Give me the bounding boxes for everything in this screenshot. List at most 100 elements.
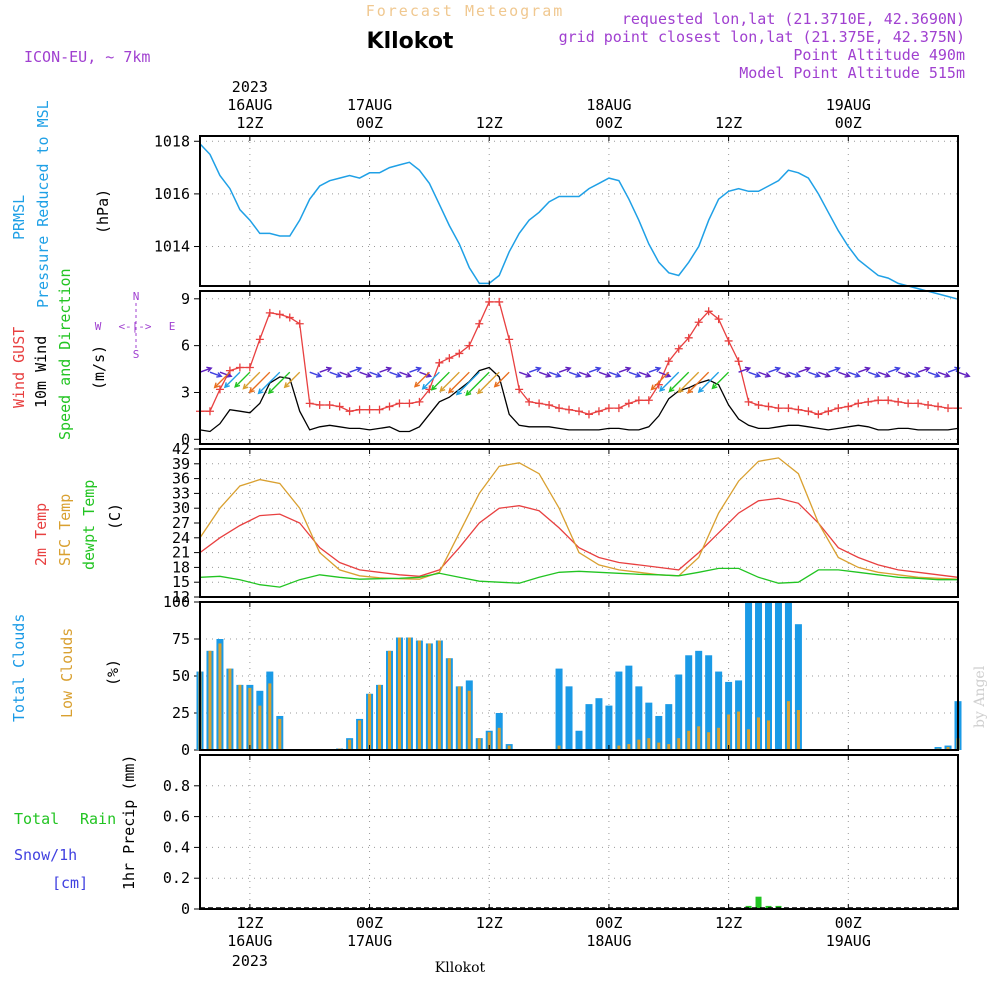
rain-bar-2 <box>755 896 762 909</box>
ytick-label-1: 15 <box>172 573 190 591</box>
gust-marker-37 <box>565 405 574 414</box>
low-cloud-bar-75 <box>946 747 950 750</box>
top-date-label-0: 16AUG <box>227 96 272 114</box>
wind-direction-arrow-62 <box>818 371 832 378</box>
sfc-temp-label: SFC Temp <box>56 494 74 566</box>
total-cloud-bar-40 <box>595 698 603 750</box>
low-cloud-bar-5 <box>248 687 252 750</box>
total-clouds-label: Total Clouds <box>10 614 28 722</box>
bottom-time-label-2: 12Z <box>476 914 503 932</box>
gust-marker-2 <box>215 385 224 394</box>
wind-direction-arrow-0 <box>199 366 213 373</box>
wind-unit-label: (m/s) <box>90 345 108 390</box>
ytick-label-7: 33 <box>172 484 190 502</box>
clouds-unit-label: (%) <box>104 659 122 686</box>
gust-marker-14 <box>335 402 344 411</box>
low-cloud-bar-60 <box>796 710 800 750</box>
wind-direction-arrow-30 <box>476 371 500 395</box>
total-cloud-bar-43 <box>625 665 633 750</box>
low-cloud-bar-45 <box>647 738 651 750</box>
wind-gust-line <box>200 301 958 415</box>
bottom-date-label-0: 16AUG <box>227 932 272 950</box>
low-cloud-bar-15 <box>348 739 352 750</box>
top-time-label-2: 12Z <box>476 114 503 132</box>
wind-direction-arrow-20 <box>399 371 413 378</box>
wind-direction-arrow-6 <box>242 371 261 390</box>
ytick-label-4: 0.8 <box>163 777 190 795</box>
temp-unit-label: (C) <box>106 503 124 530</box>
ytick-label-2: 6 <box>181 337 190 355</box>
wind-direction-arrow-56 <box>758 371 772 378</box>
ytick-label-2: 50 <box>172 667 190 685</box>
panel-frame-0 <box>199 135 959 287</box>
compass-arrow: <-|-> <box>118 320 151 333</box>
low-cloud-bar-6 <box>258 705 262 750</box>
low-cloud-bar-43 <box>627 744 631 750</box>
model-label: ICON-EU, ~ 7km <box>24 48 150 66</box>
gust-marker-15 <box>345 407 354 416</box>
top-year-label: 2023 <box>232 78 268 96</box>
low-cloud-bar-31 <box>507 745 511 750</box>
wind-direction-arrow-17 <box>369 371 383 378</box>
chart-title: Forecast Meteogram <box>366 2 565 20</box>
wind-direction-arrow-48 <box>659 371 680 392</box>
panel-frame-2 <box>199 448 959 598</box>
low-cloud-bar-59 <box>786 701 790 750</box>
total-cloud-bar-59 <box>784 602 792 750</box>
ytick-label-3: 21 <box>172 544 190 562</box>
ytick-label-2: 18 <box>172 558 190 576</box>
gust-marker-49 <box>684 333 693 342</box>
total-cloud-bar-49 <box>685 655 693 750</box>
gust-marker-12 <box>315 400 324 409</box>
wind-direction-arrow-34 <box>538 371 552 378</box>
low-cloud-bar-26 <box>457 686 461 750</box>
dewpt-temp-label: dewpt Temp <box>80 480 98 570</box>
wind-10m-line <box>199 366 959 433</box>
gust-marker-30 <box>495 297 504 306</box>
bottom-date-label-1: 17AUG <box>347 932 392 950</box>
ytick-label-0: 12 <box>172 588 190 606</box>
total-cloud-bar-44 <box>635 686 643 750</box>
ytick-label-0: 0 <box>181 900 190 918</box>
total-cloud-bar-60 <box>794 624 802 750</box>
top-time-label-1: 00Z <box>356 114 383 132</box>
low-cloud-bar-52 <box>717 727 721 750</box>
bottom-time-label-0: 12Z <box>236 914 263 932</box>
pressure-panel: 1014 1016 1018 <box>154 132 959 300</box>
low-cloud-bar-53 <box>727 714 731 750</box>
gust-marker-9 <box>285 313 294 322</box>
total-cloud-bar-48 <box>675 674 683 750</box>
ytick-label-2: 0.4 <box>163 838 190 856</box>
wind-direction-arrow-68 <box>877 371 891 378</box>
ytick-label-3: 9 <box>181 290 190 308</box>
wind-direction-arrow-9 <box>267 371 291 395</box>
gust-marker-8 <box>275 310 284 319</box>
low-cloud-bar-4 <box>238 684 242 750</box>
wind-direction-arrow-72 <box>917 366 931 373</box>
gust-marker-22 <box>415 397 424 406</box>
low-cloud-bar-50 <box>697 726 701 750</box>
gust-marker-29 <box>485 297 494 306</box>
wind-direction-arrow-26 <box>439 371 460 393</box>
total-cloud-bar-37 <box>565 686 573 750</box>
low-cloud-bar-36 <box>557 745 561 750</box>
gust-marker-24 <box>435 358 444 367</box>
ytick-label-6: 30 <box>172 499 190 517</box>
wind-direction-arrow-23 <box>413 371 430 388</box>
low-cloud-bar-18 <box>378 684 382 750</box>
precip-rain-label: Rain <box>80 810 116 828</box>
low-cloud-bar-47 <box>667 744 671 750</box>
gust-marker-53 <box>724 336 733 345</box>
wind-direction-arrow-53 <box>711 371 730 390</box>
ytick-label-1: 1016 <box>154 185 190 203</box>
total-cloud-bar-47 <box>665 704 673 750</box>
gust-marker-16 <box>355 405 364 414</box>
wind-direction-arrow-70 <box>897 371 911 378</box>
wind-direction-arrow-38 <box>578 371 592 378</box>
gust-marker-7 <box>265 308 274 317</box>
location-title: Kllokot <box>367 29 454 54</box>
wind-direction-arrow-35 <box>548 371 562 378</box>
precip-unit-label: 1hr Precip (mm) <box>120 755 138 890</box>
